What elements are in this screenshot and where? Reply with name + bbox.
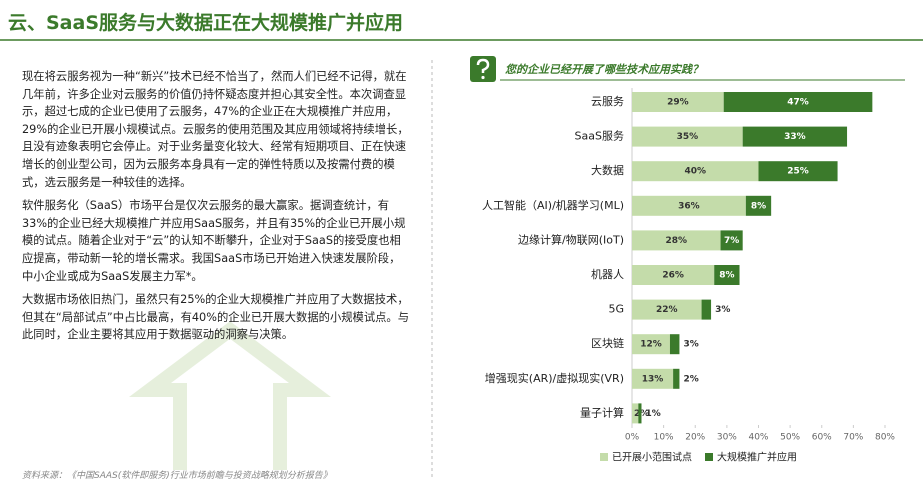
bar-segment bbox=[632, 230, 721, 251]
x-tick-label: 70% bbox=[843, 433, 863, 443]
category-label: 机器人 bbox=[591, 267, 624, 281]
category-label: 大数据 bbox=[591, 163, 624, 177]
category-label: 5G bbox=[608, 303, 624, 316]
x-tick-label: 80% bbox=[875, 433, 895, 443]
value-label: 40% bbox=[684, 167, 706, 177]
source-note: 资料来源：《中国SAAS(软件即服务)行业市场前瞻与投资战略规划分析报告》 bbox=[22, 471, 332, 481]
value-label: 2% bbox=[634, 409, 649, 419]
bar-segment bbox=[745, 195, 772, 216]
value-label: 3% bbox=[683, 340, 698, 350]
value-label: 35% bbox=[677, 132, 699, 142]
category-label: SaaS服务 bbox=[575, 130, 624, 143]
bar-segment bbox=[632, 92, 724, 112]
bar-segment bbox=[669, 334, 680, 355]
bar-segment bbox=[673, 368, 680, 389]
x-tick-label: 0% bbox=[625, 433, 640, 443]
question-glyph bbox=[476, 58, 490, 73]
value-label: 7% bbox=[724, 236, 739, 246]
value-label: 36% bbox=[678, 201, 700, 211]
category-label: 人工智能（AI)/机器学习(ML) bbox=[482, 198, 624, 212]
bar-segment bbox=[632, 126, 743, 147]
bar-segment bbox=[632, 334, 670, 355]
bar-segment bbox=[632, 403, 639, 424]
background-arrow bbox=[129, 321, 331, 470]
bar-segment bbox=[714, 265, 740, 285]
value-label: 26% bbox=[662, 271, 684, 281]
legend-swatch bbox=[705, 453, 713, 461]
question-dot bbox=[481, 75, 485, 80]
value-label: 33% bbox=[784, 132, 806, 142]
bar-segment bbox=[632, 195, 746, 216]
bar-segment bbox=[758, 161, 838, 182]
legend-swatch bbox=[600, 453, 608, 461]
bar-segment bbox=[632, 265, 715, 285]
body-text: 现在将云服务视为一种“新兴”技术已经不恰当了，然而人们已经不记得，就在几年前，许… bbox=[22, 68, 410, 350]
legend-label: 已开展小范围试点 bbox=[612, 451, 692, 464]
value-label: 29% bbox=[667, 98, 689, 108]
value-label: 8% bbox=[751, 201, 766, 211]
value-label: 8% bbox=[719, 271, 734, 281]
value-label: 2% bbox=[683, 374, 698, 384]
value-label: 3% bbox=[715, 305, 730, 315]
value-label: 25% bbox=[787, 167, 809, 177]
x-tick-label: 10% bbox=[654, 433, 674, 443]
bar-segment bbox=[632, 299, 702, 320]
value-label: 13% bbox=[642, 374, 664, 384]
x-tick-label: 40% bbox=[748, 433, 768, 443]
value-label: 12% bbox=[640, 340, 662, 350]
paragraph: 软件服务化（SaaS）市场平台是仅次云服务的最大赢家。据调查统计，有33%的企业… bbox=[22, 199, 406, 283]
bar-segment bbox=[632, 368, 674, 389]
page-title: 云、SaaS服务与大数据正在大规模推广并应用 bbox=[8, 12, 404, 34]
category-label: 边缘计算/物联网(IoT) bbox=[518, 232, 624, 246]
category-label: 量子计算 bbox=[580, 405, 624, 419]
category-label: 区块链 bbox=[591, 336, 624, 350]
bar-segment bbox=[720, 230, 743, 251]
bar-segment bbox=[632, 161, 759, 182]
paragraph: 大数据市场依旧热门，虽然只有25%的企业大规模推广并应用了大数据技术，但其在“局… bbox=[22, 293, 410, 342]
x-tick-label: 30% bbox=[717, 433, 737, 443]
category-label: 云服务 bbox=[591, 95, 624, 108]
legend-label: 大规模推广并应用 bbox=[717, 451, 797, 464]
x-tick-label: 20% bbox=[685, 433, 705, 443]
bar-segment bbox=[723, 92, 873, 112]
chart-title: 您的企业已经开展了哪些技术应用实践？ bbox=[505, 63, 703, 76]
value-label: 28% bbox=[666, 236, 688, 246]
value-label: 22% bbox=[656, 305, 678, 315]
value-label: 1% bbox=[645, 409, 660, 419]
bar-segment bbox=[701, 299, 712, 320]
bar-segment bbox=[742, 126, 848, 147]
x-tick-label: 60% bbox=[812, 433, 832, 443]
category-label: 增强现实(AR)/虚拟现实(VR) bbox=[485, 371, 624, 385]
paragraph: 现在将云服务视为一种“新兴”技术已经不恰当了，然而人们已经不记得，就在几年前，许… bbox=[22, 70, 409, 189]
bar-segment bbox=[638, 403, 642, 424]
value-label: 47% bbox=[787, 98, 809, 108]
x-tick-label: 50% bbox=[780, 433, 800, 443]
